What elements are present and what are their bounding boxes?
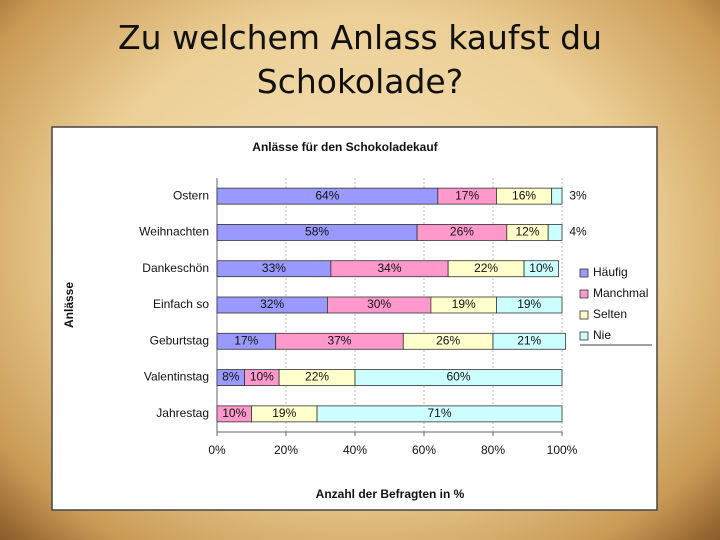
value-label: 34%: [377, 261, 401, 275]
value-label: 12%: [515, 225, 539, 239]
value-label: 30%: [367, 297, 391, 311]
value-label: 8%: [222, 370, 240, 384]
bar-segment: [496, 296, 563, 314]
value-label: 17%: [455, 188, 479, 202]
bar-segment: [551, 187, 563, 205]
value-label: 33%: [262, 261, 286, 275]
legend-label: Selten: [593, 307, 627, 321]
x-tick-label: 40%: [343, 443, 367, 457]
value-label: 10%: [529, 261, 553, 275]
bar-segment: [492, 332, 566, 350]
value-label: 10%: [250, 370, 274, 384]
value-label: 16%: [512, 188, 536, 202]
y-tick-label: Ostern: [173, 188, 209, 202]
y-tick-label: Jahrestag: [156, 406, 209, 420]
x-tick-label: 60%: [412, 443, 436, 457]
x-axis-label: Anzahl der Befragten in %: [316, 487, 465, 501]
value-label: 3%: [569, 188, 587, 202]
value-label: 19%: [272, 406, 296, 420]
value-label: 26%: [436, 333, 460, 347]
bar-segment: [316, 405, 563, 423]
y-tick-label: Valentinstag: [144, 370, 209, 384]
y-tick-label: Dankeschön: [142, 261, 209, 275]
value-label: 10%: [222, 406, 246, 420]
x-tick-label: 80%: [481, 443, 505, 457]
value-label: 4%: [569, 225, 587, 239]
value-label: 32%: [260, 297, 284, 311]
y-axis-label: Anlässe: [62, 282, 76, 328]
value-label: 17%: [234, 333, 258, 347]
value-label: 21%: [517, 333, 541, 347]
x-tick-label: 100%: [547, 443, 578, 457]
y-tick-label: Geburtstag: [150, 333, 209, 347]
y-tick-label: Einfach so: [153, 297, 209, 311]
y-tick-label: Weihnachten: [139, 225, 209, 239]
legend-swatch: [579, 268, 589, 278]
value-label: 71%: [428, 406, 452, 420]
legend-swatch: [579, 331, 589, 341]
value-label: 22%: [474, 261, 498, 275]
bar-segment: [547, 224, 563, 241]
legend-swatch: [579, 310, 589, 320]
chart-title: Anlässe für den Schokoladekauf: [252, 140, 438, 154]
x-tick-label: 0%: [208, 443, 226, 457]
legend-label: Manchmal: [593, 286, 648, 300]
value-label: 19%: [517, 297, 541, 311]
value-label: 37%: [327, 333, 351, 347]
x-tick-label: 20%: [274, 443, 298, 457]
legend-label: Nie: [593, 328, 611, 342]
value-label: 26%: [450, 225, 474, 239]
value-label: 60%: [446, 370, 470, 384]
legend-swatch: [579, 289, 589, 299]
value-label: 64%: [315, 188, 339, 202]
value-label: 22%: [305, 370, 329, 384]
legend-label: Häufig: [593, 265, 628, 279]
slide-title: Zu welchem Anlass kaufst du Schokolade?: [118, 18, 602, 101]
value-label: 58%: [305, 225, 329, 239]
bar-segment: [354, 369, 563, 386]
value-label: 19%: [452, 297, 476, 311]
bar-segment: [523, 260, 559, 278]
